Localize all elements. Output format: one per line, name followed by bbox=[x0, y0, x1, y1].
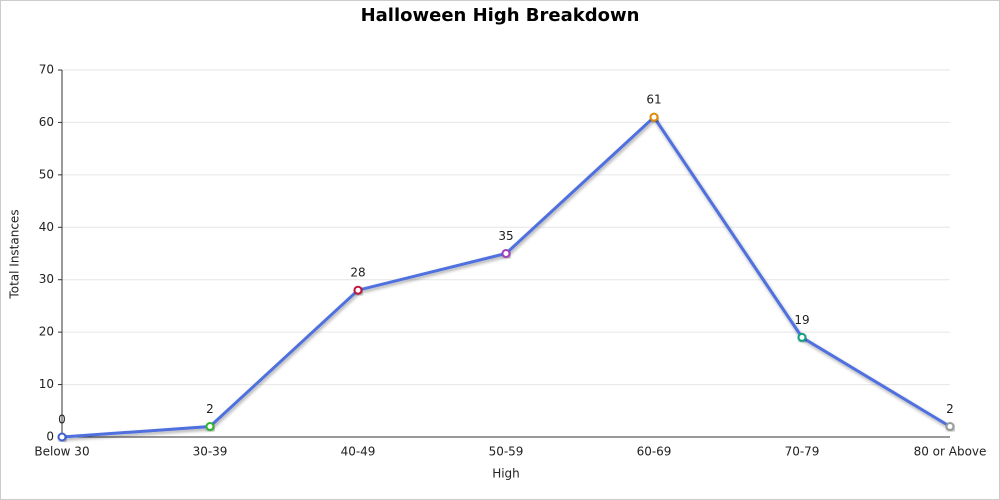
chart-title: Halloween High Breakdown bbox=[361, 5, 640, 26]
x-tick-label: 70-79 bbox=[785, 445, 820, 459]
x-tick-label: 30-39 bbox=[193, 445, 228, 459]
y-tick-label: 50 bbox=[39, 167, 54, 181]
y-tick-label: 40 bbox=[39, 220, 54, 234]
x-tick-label: 60-69 bbox=[637, 445, 672, 459]
y-tick-label: 10 bbox=[39, 377, 54, 391]
y-tick-label: 30 bbox=[39, 272, 54, 286]
x-tick-label: 40-49 bbox=[341, 445, 376, 459]
data-label: 61 bbox=[646, 93, 661, 107]
y-tick-label: 60 bbox=[39, 115, 54, 129]
data-label: 0 bbox=[58, 413, 66, 427]
data-label: 2 bbox=[206, 402, 214, 416]
x-tick-label: 50-59 bbox=[489, 445, 524, 459]
x-tick-label: Below 30 bbox=[34, 445, 89, 459]
point bbox=[501, 249, 511, 258]
data-label: 28 bbox=[350, 266, 365, 280]
point bbox=[797, 332, 807, 342]
x-tick-label: 80 or Above bbox=[914, 445, 987, 459]
y-tick-label: 20 bbox=[39, 325, 54, 339]
data-label: 2 bbox=[946, 402, 954, 416]
y-axis-title: Total Instances bbox=[8, 209, 22, 299]
y-tick-label: 70 bbox=[39, 63, 54, 77]
data-label: 35 bbox=[498, 229, 513, 243]
y-tick-label: 0 bbox=[46, 430, 54, 444]
point bbox=[205, 422, 215, 432]
data-label: 19 bbox=[794, 313, 809, 327]
point bbox=[57, 432, 67, 442]
point bbox=[353, 285, 363, 295]
point bbox=[945, 422, 955, 432]
point bbox=[649, 112, 659, 122]
x-axis-title: High bbox=[492, 467, 520, 481]
